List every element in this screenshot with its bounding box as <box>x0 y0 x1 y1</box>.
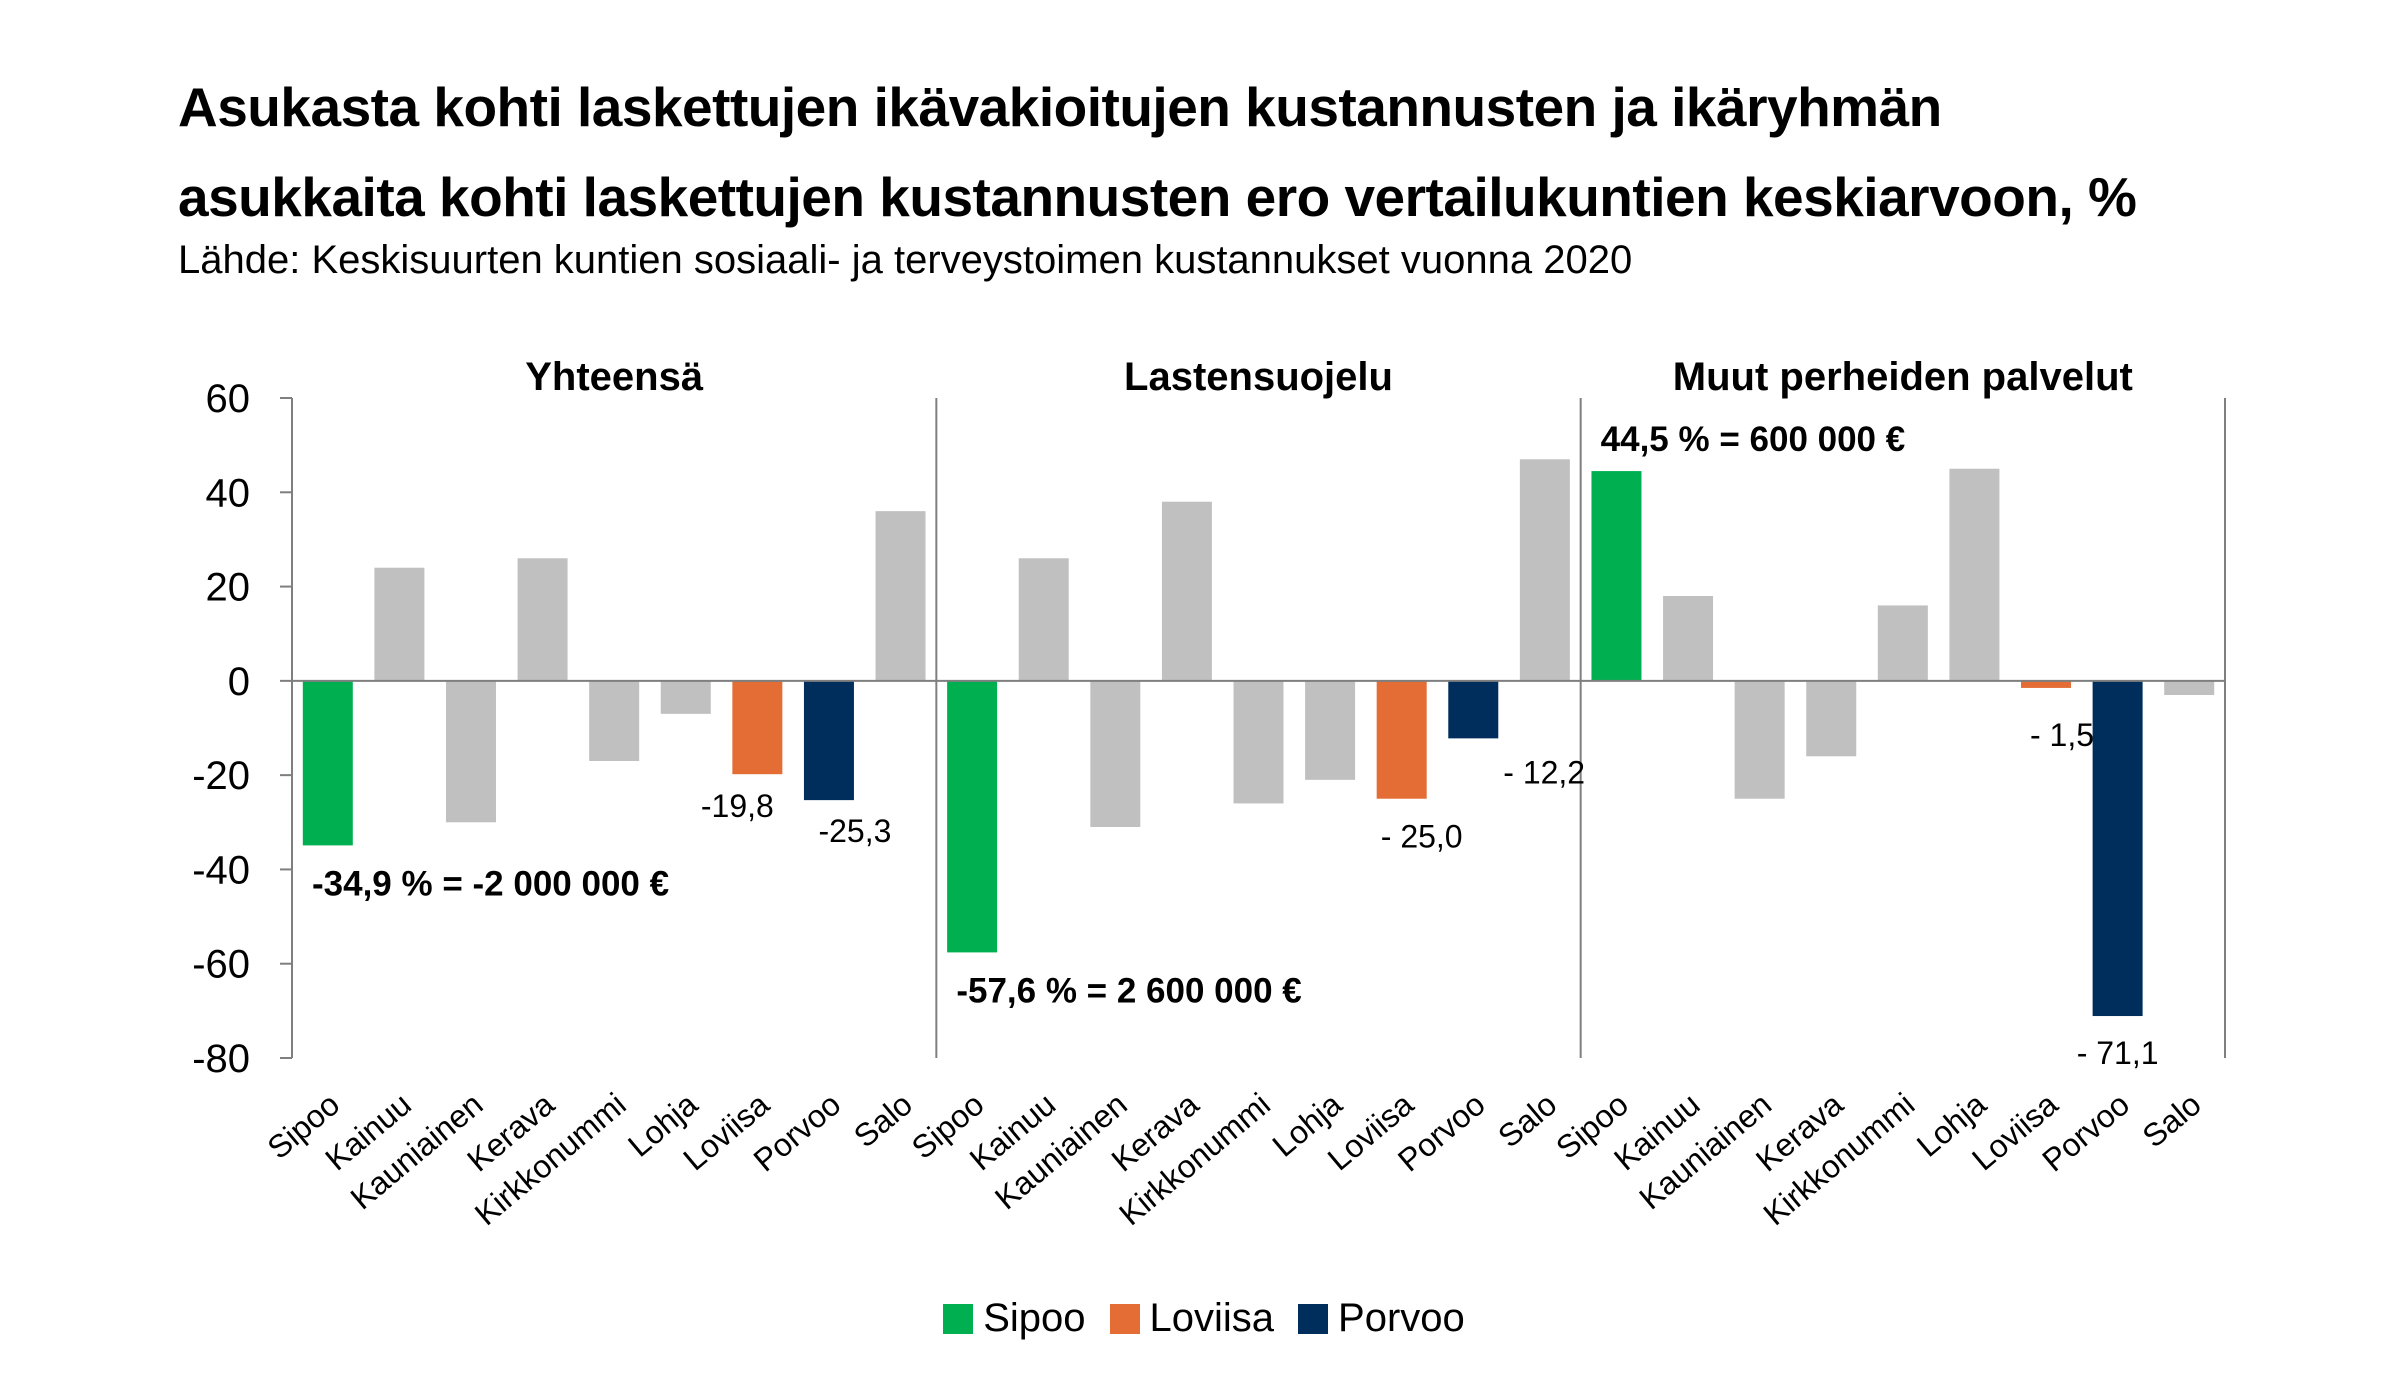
x-tick-label: Salo <box>847 1086 919 1155</box>
y-tick-label: -40 <box>192 848 250 892</box>
bar-chart: 6040200-20-40-60-80YhteensäSipooKainuuKa… <box>192 355 2226 1232</box>
bar-porvoo <box>1448 680 1499 739</box>
chart-subtitle: Lähde: Keskisuurten kuntien sosiaali- ja… <box>178 238 1633 282</box>
y-tick-label: -80 <box>192 1037 250 1081</box>
y-tick-label: -60 <box>192 943 250 987</box>
legend-label-sipoo: Sipoo <box>983 1296 1086 1340</box>
bar-kainuu <box>1018 558 1069 681</box>
bar-kerava <box>1806 680 1857 757</box>
data-label: - 71,1 <box>2077 1035 2159 1071</box>
bar-kirkkonummi <box>1233 680 1284 804</box>
panel-title: Lastensuojelu <box>1124 355 1393 399</box>
legend-label-porvoo: Porvoo <box>1338 1296 1465 1340</box>
y-tick-label: 0 <box>228 660 250 704</box>
legend-item-sipoo: Sipoo <box>943 1296 1086 1341</box>
panel-title: Muut perheiden palvelut <box>1673 355 2133 399</box>
bar-kirkkonummi <box>1877 605 1928 681</box>
bar-loviisa <box>1376 680 1427 799</box>
data-label: - 1,5 <box>2030 717 2094 753</box>
legend-swatch-sipoo <box>943 1303 974 1334</box>
bar-kainuu <box>1663 596 1714 681</box>
bar-porvoo <box>2092 680 2143 1017</box>
chart-title: Asukasta kohti laskettujen ikävakioituje… <box>178 62 2408 242</box>
bar-sipoo <box>1591 471 1642 681</box>
data-label: -19,8 <box>701 788 774 824</box>
bar-kauniainen <box>1090 680 1141 827</box>
bar-lohja <box>1949 468 2000 681</box>
legend-swatch-loviisa <box>1109 1303 1140 1334</box>
bar-lohja <box>1305 680 1356 780</box>
bar-sipoo <box>302 680 353 846</box>
legend-label-loviisa: Loviisa <box>1149 1296 1275 1340</box>
panel-title: Yhteensä <box>525 355 704 399</box>
legend-swatch-porvoo <box>1298 1303 1329 1334</box>
y-tick-label: 20 <box>206 566 251 610</box>
data-label: - 25,0 <box>1381 819 1463 855</box>
y-tick-label: -20 <box>192 754 250 798</box>
data-label: - 12,2 <box>1503 754 1585 790</box>
sipoo-annotation: -57,6 % = 2 600 000 € <box>956 971 1301 1010</box>
legend-item-porvoo: Porvoo <box>1298 1296 1465 1341</box>
bar-kauniainen <box>445 680 496 823</box>
sipoo-annotation: 44,5 % = 600 000 € <box>1601 420 1906 459</box>
bar-salo <box>875 511 926 681</box>
y-tick-label: 60 <box>206 377 251 421</box>
bar-lohja <box>660 680 711 714</box>
legend-item-loviisa: Loviisa <box>1109 1296 1275 1341</box>
bar-sipoo <box>947 680 998 953</box>
bar-kerava <box>1161 501 1212 681</box>
y-tick-label: 40 <box>206 471 251 515</box>
legend: Sipoo Loviisa Porvoo <box>0 1296 2408 1341</box>
sipoo-annotation: -34,9 % = -2 000 000 € <box>312 864 669 903</box>
bar-porvoo <box>803 680 854 801</box>
bar-loviisa <box>732 680 783 775</box>
bar-loviisa <box>2021 680 2072 688</box>
bar-kainuu <box>374 567 425 681</box>
title-line-1: Asukasta kohti laskettujen ikävakioituje… <box>178 76 1942 138</box>
bar-kerava <box>517 558 568 681</box>
bar-salo <box>2164 680 2215 695</box>
x-tick-label: Salo <box>2136 1086 2208 1155</box>
x-tick-label: Salo <box>1491 1086 1563 1155</box>
data-label: -25,3 <box>818 813 891 849</box>
bar-kirkkonummi <box>589 680 640 761</box>
bar-kauniainen <box>1734 680 1785 799</box>
title-line-2: asukkaita kohti laskettujen kustannusten… <box>178 166 2137 228</box>
bar-salo <box>1519 459 1570 681</box>
